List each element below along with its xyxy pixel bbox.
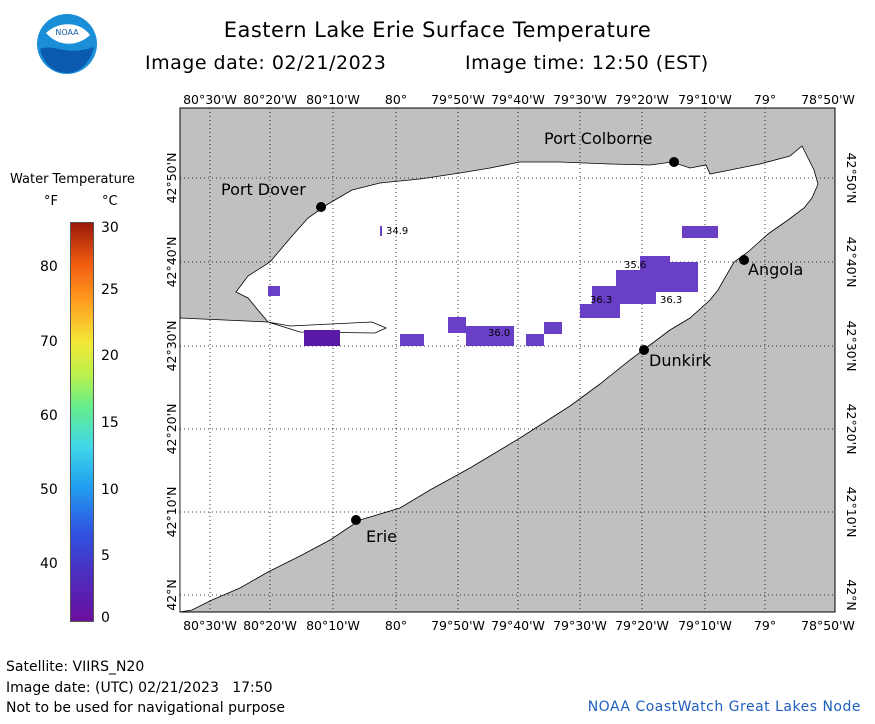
lon-label: 80°20'W: [243, 92, 297, 107]
temp-patch: [580, 304, 620, 318]
lat-label: 42°10'N: [164, 487, 179, 538]
port-dover-marker: [316, 202, 326, 212]
disclaimer: Not to be used for navigational purpose: [6, 700, 285, 716]
c-tick: 25: [101, 282, 119, 298]
image-time: Image time: 12:50 (EST): [465, 52, 709, 74]
f-tick: 40: [40, 556, 58, 572]
temp-label: 36.3: [660, 295, 682, 306]
c-tick: 30: [101, 220, 119, 236]
lon-label: 79°20'W: [615, 92, 669, 107]
legend-title: Water Temperature: [10, 172, 135, 187]
erie-marker: [351, 515, 361, 525]
lon-label: 79°50'W: [431, 92, 485, 107]
place-label: Dunkirk: [649, 351, 712, 370]
temp-patch: [592, 286, 622, 304]
temperature-patches: [268, 226, 718, 346]
temp-patch: [544, 322, 562, 334]
place-label: Port Colborne: [544, 129, 652, 148]
lon-label: 78°50'W: [801, 618, 855, 633]
lon-label: 80°10'W: [306, 618, 360, 633]
temp-label: 36.0: [488, 328, 510, 339]
f-tick: 70: [40, 334, 58, 350]
f-tick: 50: [40, 482, 58, 498]
temp-label: 34.9: [386, 226, 408, 237]
lat-label: 42°30'N: [164, 321, 179, 372]
lat-label: 42°30'N: [844, 321, 859, 372]
temp-patch: [526, 334, 544, 346]
place-label: Erie: [366, 527, 397, 546]
lat-label: 42°40'N: [844, 237, 859, 288]
lon-label: 79°: [754, 92, 776, 107]
c-tick: 20: [101, 348, 119, 364]
place-label: Port Dover: [221, 180, 306, 199]
lat-label: 42°10'N: [844, 487, 859, 538]
lon-label: 80°10'W: [306, 92, 360, 107]
temp-patch: [466, 326, 514, 346]
page-title: Eastern Lake Erie Surface Temperature: [223, 18, 652, 42]
lon-label: 79°10'W: [678, 618, 732, 633]
lat-label: 42°50'N: [844, 153, 859, 204]
lon-label: 78°50'W: [801, 92, 855, 107]
image-date: Image date: 02/21/2023: [145, 52, 387, 74]
lat-label: 42°20'N: [164, 404, 179, 455]
lon-label: 79°40'W: [491, 92, 545, 107]
c-tick: 15: [101, 415, 119, 431]
temp-patch: [268, 286, 280, 296]
temp-patch: [380, 226, 382, 236]
lon-label: 80°20'W: [243, 618, 297, 633]
angola-marker: [739, 255, 749, 265]
temp-patch: [682, 226, 718, 238]
lon-label: 80°: [385, 92, 407, 107]
temp-patch: [304, 330, 340, 346]
graticule: [180, 108, 835, 612]
lat-label: 42°N: [164, 579, 179, 611]
f-tick: 80: [40, 259, 58, 275]
temperature-colorbar: [70, 222, 94, 622]
satellite-info: Satellite: VIIRS_N20: [6, 659, 145, 675]
lat-label: 42°40'N: [164, 237, 179, 288]
logo-text: NOAA: [55, 28, 79, 37]
lon-label: 80°30'W: [183, 618, 237, 633]
lon-label: 79°10'W: [678, 92, 732, 107]
temp-patch: [656, 262, 698, 292]
lon-label: 79°50'W: [431, 618, 485, 633]
temp-patch: [400, 334, 424, 346]
c-tick: 5: [101, 548, 110, 564]
temp-label: 36.3: [590, 295, 612, 306]
lon-label: 79°20'W: [615, 618, 669, 633]
lat-label: 42°50'N: [164, 153, 179, 204]
unit-fahrenheit: °F: [44, 194, 58, 209]
lon-label: 79°: [754, 618, 776, 633]
lon-label: 80°30'W: [183, 92, 237, 107]
f-tick: 60: [40, 408, 58, 424]
lon-label: 79°30'W: [553, 92, 607, 107]
c-tick: 0: [101, 610, 110, 626]
lon-label: 79°40'W: [491, 618, 545, 633]
lat-label: 42°20'N: [844, 404, 859, 455]
dunkirk-marker: [639, 345, 649, 355]
lon-label: 80°: [385, 618, 407, 633]
c-tick: 10: [101, 482, 119, 498]
node-credit: NOAA CoastWatch Great Lakes Node: [587, 699, 861, 715]
unit-celsius: °C: [102, 194, 118, 209]
temp-patch: [448, 317, 466, 333]
place-label: Angola: [748, 260, 803, 279]
temp-label: 35.6: [624, 260, 646, 271]
port-colborne-marker: [669, 157, 679, 167]
lat-label: 42°N: [844, 579, 859, 611]
noaa-logo: NOAA: [36, 13, 98, 75]
lon-label: 79°30'W: [553, 618, 607, 633]
utc-date: Image date: (UTC) 02/21/2023 17:50: [6, 680, 273, 696]
